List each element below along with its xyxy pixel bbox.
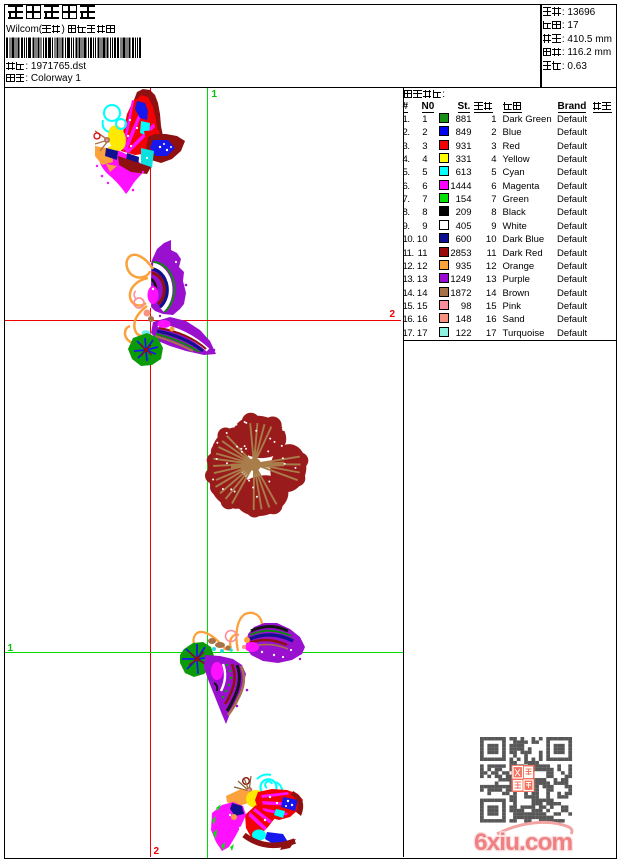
svg-text:6xiu.com: 6xiu.com (474, 829, 572, 856)
